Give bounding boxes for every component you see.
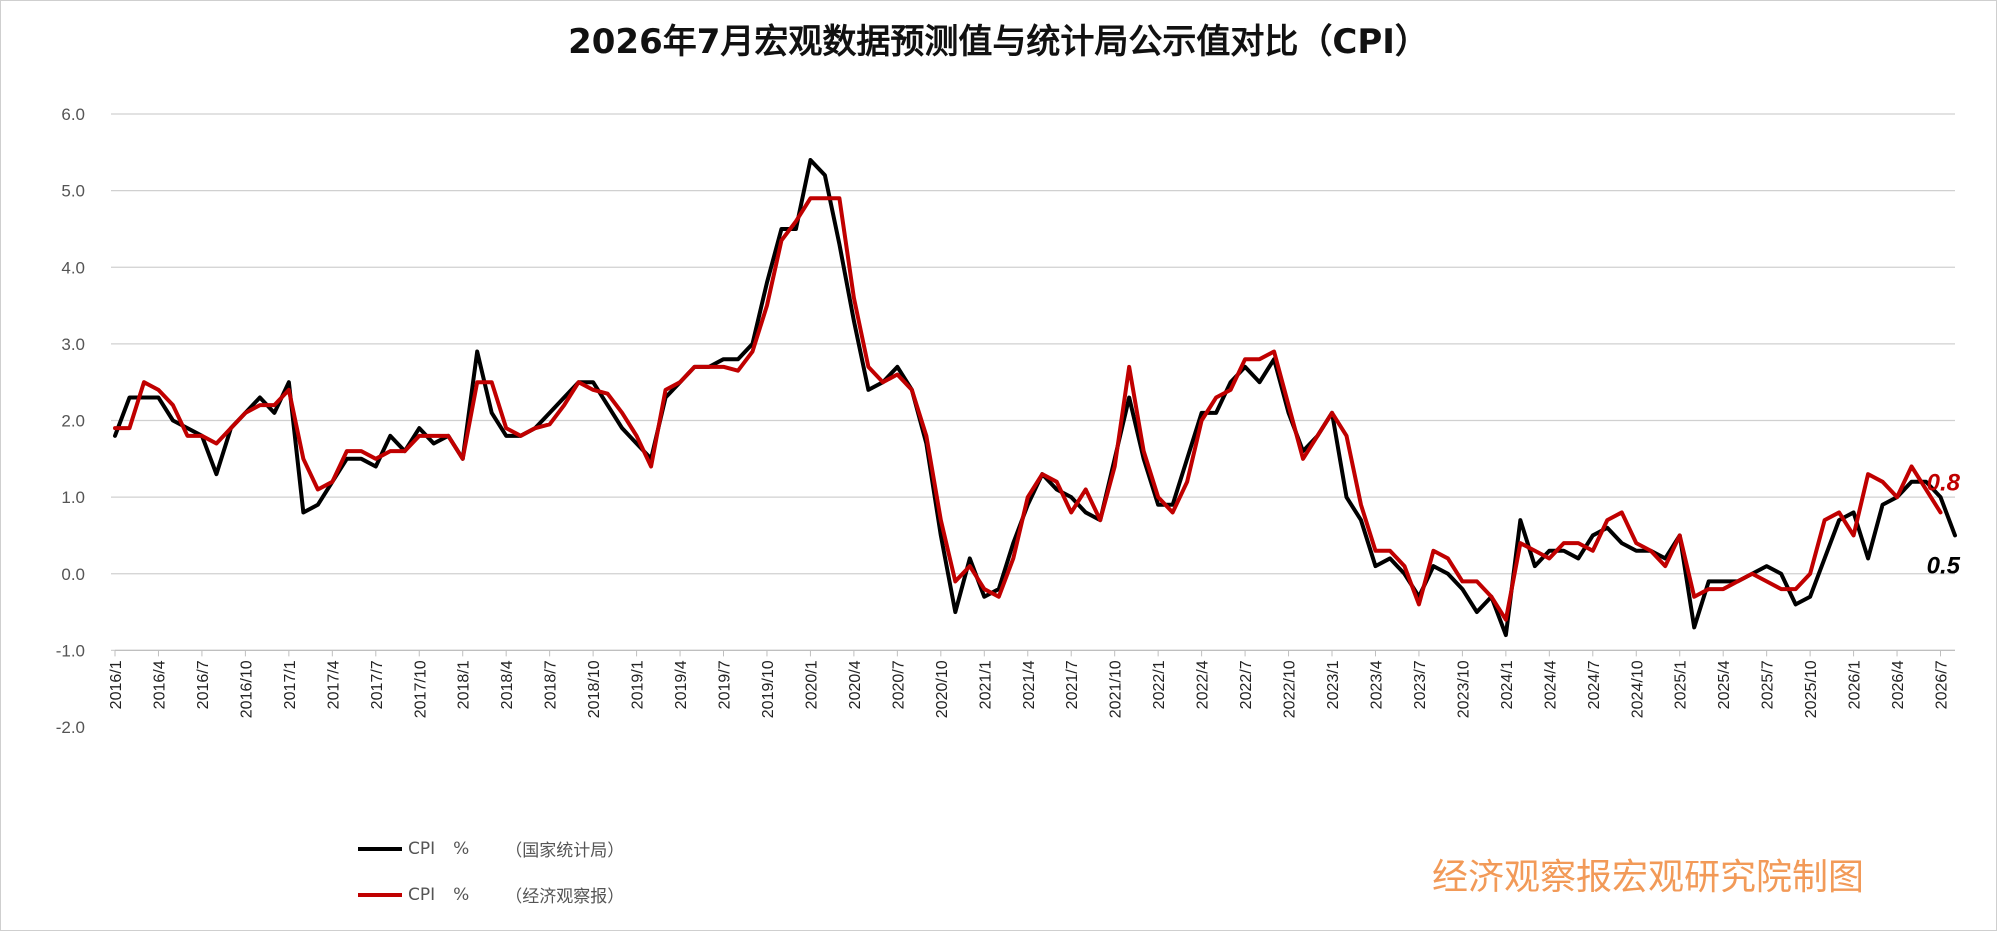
x-tick-label: 2023/10 [1455,660,1472,718]
x-tick-label: 2020/10 [934,660,951,718]
x-tick-label: 2025/10 [1803,660,1820,718]
x-tick-label: 2018/4 [499,660,516,709]
y-tick-label: 1.0 [61,488,85,507]
legend-label: CPI [408,838,436,859]
x-tick-label: 2021/4 [1021,660,1038,709]
legend-unit: % [453,838,470,859]
x-tick-label: 2016/7 [195,660,212,709]
series-lines [113,157,1957,638]
x-tick-label: 2016/1 [108,660,125,709]
x-tick-label: 2024/4 [1542,660,1559,709]
x-tick-label: 2016/10 [238,660,255,718]
legend-swatch-red [358,892,402,897]
legend-source: （国家统计局） [505,841,625,861]
legend-source: （经济观察报） [505,887,625,907]
y-tick-label: 3.0 [61,335,85,354]
legend-item-nbs: CPI % （国家统计局） [358,836,624,861]
x-tick-label: 2025/4 [1716,660,1733,709]
series-line-0 [113,157,1957,638]
legend-swatch-black [358,846,402,851]
x-tick-label: 2016/4 [151,660,168,709]
x-tick-label: 2024/1 [1499,660,1516,709]
y-tick-label: 4.0 [61,258,85,277]
end-value-label: 0.8 [1927,469,1961,496]
x-tick-label: 2019/4 [673,660,690,709]
x-tick-label: 2026/4 [1890,660,1907,709]
y-tick-label: -2.0 [56,718,85,737]
x-tick-label: 2022/10 [1282,660,1299,718]
x-tick-label: 2024/7 [1586,660,1603,709]
x-tick-label: 2017/4 [325,660,342,709]
x-tick-label: 2019/1 [630,660,647,709]
x-tick-label: 2020/4 [847,660,864,709]
series-line-1 [113,196,1943,622]
y-tick-label: 5.0 [61,182,85,201]
x-tick-label: 2019/10 [760,660,777,718]
x-tick-label: 2023/7 [1412,660,1429,709]
x-tick-label: 2017/1 [282,660,299,709]
x-tick-label: 2022/1 [1151,660,1168,709]
end-labels: 0.8 0.5 [1927,469,1961,579]
legend-label: CPI [408,884,436,905]
x-tick-label: 2018/1 [456,660,473,709]
x-tick-label: 2025/7 [1760,660,1777,709]
x-tick-label: 2020/1 [803,660,820,709]
y-tick-label: 2.0 [61,412,85,431]
legend-item-eeo: CPI % （经济观察报） [358,882,624,907]
y-axis-ticks: 6.0 5.0 4.0 3.0 2.0 1.0 0.0 -1.0 -2.0 [56,105,85,737]
x-tick-label: 2026/1 [1847,660,1864,709]
x-tick-label: 2021/7 [1064,660,1081,709]
x-tick-label: 2017/7 [369,660,386,709]
x-tick-label: 2018/7 [543,660,560,709]
watermark-text: 经济观察报宏观研究院制图 [1432,857,1865,898]
legend-unit: % [453,884,470,905]
x-tick-label: 2026/7 [1934,660,1951,709]
y-tick-label: 0.0 [61,565,85,584]
x-tick-label: 2024/10 [1629,660,1646,718]
end-value-label: 0.5 [1927,552,1961,579]
x-tick-label: 2019/7 [717,660,734,709]
x-tick-label: 2023/4 [1368,660,1385,709]
x-axis-ticks: 2016/1 2016/4 2016/7 2016/10 2017/1 2017/4 201… [108,660,1951,718]
x-tick-label: 2018/10 [586,660,603,718]
x-tick-label: 2017/10 [412,660,429,718]
x-tick-label: 2021/10 [1108,660,1125,718]
x-tick-label: 2022/7 [1238,660,1255,709]
x-tick-label: 2020/7 [890,660,907,709]
x-tick-label: 2021/1 [977,660,994,709]
x-axis [114,649,1955,657]
gridlines [111,113,1955,651]
y-tick-label: 6.0 [61,105,85,124]
y-tick-label: -1.0 [56,641,85,660]
x-tick-label: 2025/1 [1673,660,1690,709]
chart-title: 2026年7月宏观数据预测值与统计局公示值对比（CPI） [568,22,1429,62]
x-tick-label: 2023/1 [1325,660,1342,709]
x-tick-label: 2022/4 [1195,660,1212,709]
